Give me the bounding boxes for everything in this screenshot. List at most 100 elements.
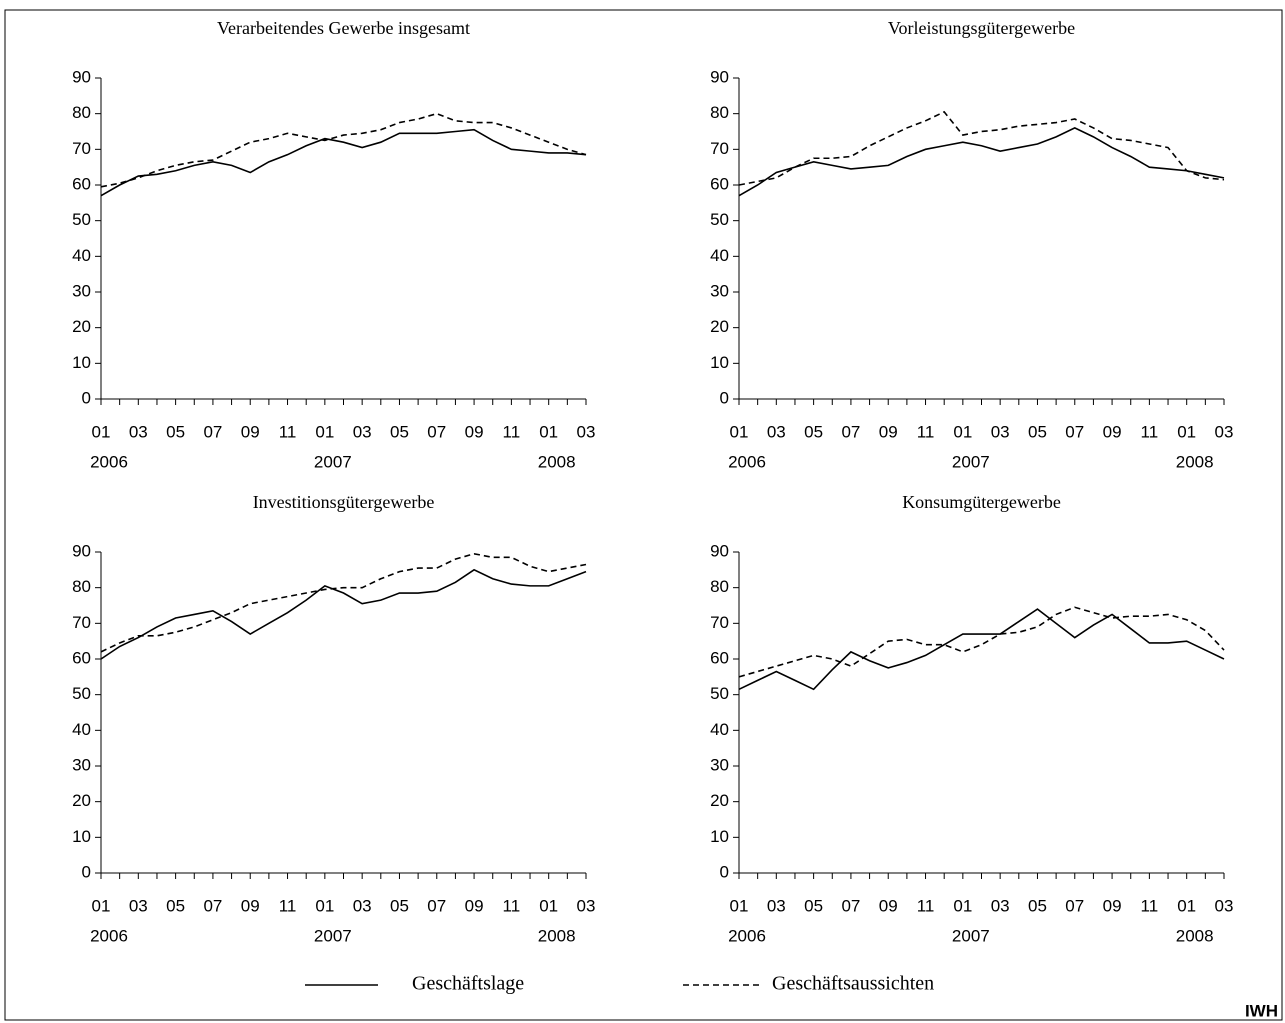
x-tick-label: 09 — [241, 896, 260, 915]
x-tick-label: 01 — [315, 896, 334, 915]
y-tick-label: 90 — [710, 67, 729, 86]
series-line — [738, 110, 1225, 186]
x-tick-label: 01 — [92, 422, 111, 441]
x-tick-label: 09 — [241, 422, 260, 441]
x-tick-label: 01 — [92, 896, 111, 915]
x-tick-label: 05 — [166, 422, 185, 441]
series-line — [738, 608, 1225, 691]
y-tick-label: 80 — [710, 103, 729, 122]
x-tick-label: 11 — [279, 422, 297, 441]
y-tick-label: 40 — [710, 720, 729, 739]
x-tick-label: 05 — [1028, 896, 1047, 915]
x-tick-label: 03 — [991, 896, 1010, 915]
x-tick-label: 09 — [879, 896, 898, 915]
x-year-label: 2007 — [314, 452, 352, 471]
x-tick-label: 03 — [353, 896, 372, 915]
x-year-label: 2007 — [314, 926, 352, 945]
x-tick-label: 07 — [203, 422, 222, 441]
y-tick-label: 60 — [72, 174, 91, 193]
y-tick-label: 40 — [710, 246, 729, 265]
x-tick-label: 01 — [539, 896, 558, 915]
x-tick-label: 03 — [353, 422, 372, 441]
y-tick-label: 70 — [72, 613, 91, 632]
series-line — [100, 552, 587, 653]
series-line — [100, 128, 587, 197]
x-tick-label: 11 — [503, 422, 521, 441]
x-tick-label: 07 — [427, 422, 446, 441]
x-tick-label: 05 — [166, 896, 185, 915]
y-tick-label: 60 — [710, 648, 729, 667]
y-tick-label: 30 — [72, 755, 91, 774]
x-tick-label: 05 — [390, 422, 409, 441]
y-tick-label: 10 — [72, 827, 91, 846]
y-tick-label: 70 — [710, 139, 729, 158]
y-tick-label: 30 — [72, 281, 91, 300]
x-year-label: 2007 — [952, 926, 990, 945]
x-tick-label: 09 — [879, 422, 898, 441]
y-tick-label: 90 — [72, 541, 91, 560]
x-tick-label: 07 — [841, 422, 860, 441]
x-tick-label: 03 — [129, 422, 148, 441]
x-tick-label: 09 — [1103, 896, 1122, 915]
x-tick-label: 03 — [129, 896, 148, 915]
chart-title: Konsumgütergewerbe — [902, 492, 1061, 512]
legend-label: Geschäftslage — [412, 973, 524, 995]
series-line — [738, 606, 1225, 678]
x-tick-label: 01 — [730, 896, 749, 915]
x-year-label: 2006 — [728, 926, 766, 945]
x-tick-label: 09 — [465, 896, 484, 915]
x-year-label: 2007 — [952, 452, 990, 471]
footer: IWH — [1245, 1001, 1278, 1020]
x-tick-label: 05 — [390, 896, 409, 915]
y-tick-label: 50 — [72, 210, 91, 229]
y-tick-label: 60 — [72, 648, 91, 667]
y-tick-label: 10 — [710, 353, 729, 372]
y-tick-label: 40 — [72, 246, 91, 265]
x-year-label: 2008 — [538, 926, 576, 945]
x-tick-label: 07 — [203, 896, 222, 915]
x-tick-label: 05 — [804, 422, 823, 441]
chart-title: Verarbeitendes Gewerbe insgesamt — [217, 18, 470, 38]
chart-title: Investitionsgütergewerbe — [253, 492, 435, 512]
x-year-label: 2006 — [90, 452, 128, 471]
frame — [4, 9, 1283, 1021]
x-year-label: 2006 — [728, 452, 766, 471]
y-tick-label: 0 — [720, 862, 729, 881]
x-year-label: 2008 — [1176, 452, 1214, 471]
x-tick-label: 03 — [1215, 422, 1234, 441]
x-tick-label: 11 — [503, 896, 521, 915]
y-tick-label: 50 — [710, 210, 729, 229]
x-tick-label: 01 — [1177, 896, 1196, 915]
y-tick-label: 10 — [710, 827, 729, 846]
x-tick-label: 11 — [279, 896, 297, 915]
y-tick-label: 0 — [82, 388, 91, 407]
y-tick-label: 20 — [710, 317, 729, 336]
x-tick-label: 07 — [1065, 422, 1084, 441]
x-tick-label: 11 — [1141, 896, 1159, 915]
y-tick-label: 50 — [710, 684, 729, 703]
series-line — [100, 568, 587, 660]
y-tick-label: 80 — [72, 103, 91, 122]
y-tick-label: 80 — [710, 577, 729, 596]
chart-title: Vorleistungsgütergewerbe — [888, 18, 1075, 38]
x-year-label: 2008 — [1176, 926, 1214, 945]
x-tick-label: 03 — [577, 422, 596, 441]
x-tick-label: 03 — [767, 896, 786, 915]
x-tick-label: 11 — [1141, 422, 1159, 441]
x-tick-label: 09 — [465, 422, 484, 441]
x-tick-label: 09 — [1103, 422, 1122, 441]
y-tick-label: 10 — [72, 353, 91, 372]
y-tick-label: 60 — [710, 174, 729, 193]
x-tick-label: 03 — [577, 896, 596, 915]
y-tick-label: 20 — [72, 317, 91, 336]
series-line — [738, 127, 1225, 197]
y-tick-label: 90 — [72, 67, 91, 86]
y-tick-label: 0 — [82, 862, 91, 881]
x-tick-label: 07 — [841, 896, 860, 915]
y-tick-label: 20 — [710, 791, 729, 810]
x-tick-label: 03 — [991, 422, 1010, 441]
y-tick-label: 30 — [710, 755, 729, 774]
x-tick-label: 01 — [730, 422, 749, 441]
x-tick-label: 01 — [953, 422, 972, 441]
